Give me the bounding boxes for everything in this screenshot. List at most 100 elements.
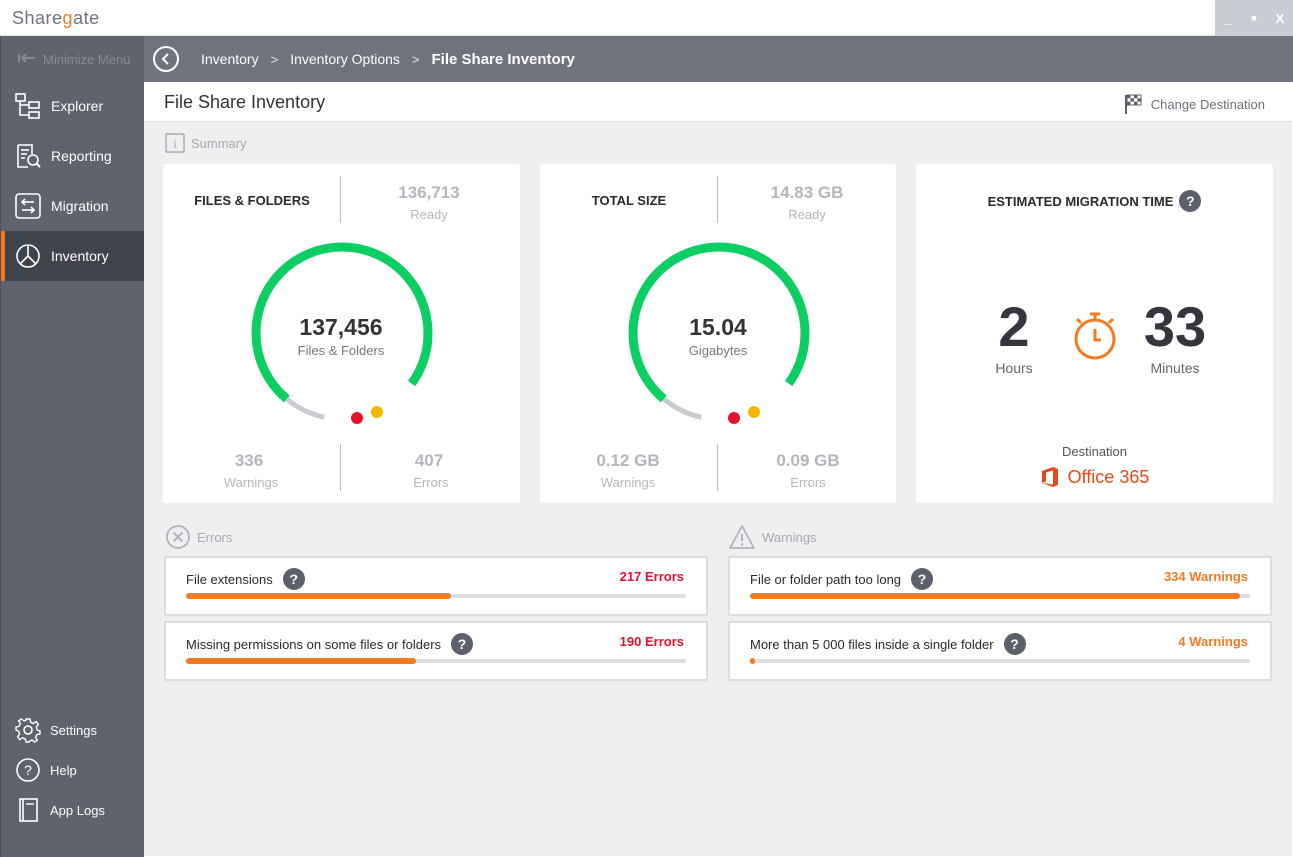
divider [717, 444, 718, 491]
sidebar: Minimize Menu Explorer Reporting Migrati… [0, 36, 145, 857]
files-errors-value: 407 [414, 451, 444, 470]
sidebar-item-label: Reporting [51, 148, 112, 164]
sidebar-item-reporting[interactable]: Reporting [1, 131, 145, 181]
breadcrumb-separator: > [411, 51, 420, 67]
close-window-button[interactable]: X [1275, 10, 1285, 26]
files-warnings-value: 336 [234, 451, 264, 470]
issue-progress-track [750, 593, 1250, 599]
issue-name-text: More than 5 000 files inside a single fo… [750, 636, 994, 652]
hours-label: Hours [995, 360, 1033, 376]
issue-progress-track [750, 658, 1250, 664]
help-icon[interactable]: ? [1003, 633, 1026, 655]
minimize-window-button[interactable]: _ [1224, 10, 1232, 26]
files-gauge-ready-arc [251, 242, 433, 424]
change-destination-button[interactable]: Change Destination [1123, 93, 1265, 115]
sidebar-item-label: Explorer [51, 98, 104, 114]
help-circle-icon: ? [14, 756, 42, 784]
sidebar-item-explorer[interactable]: Explorer [1, 81, 145, 131]
issue-progress-fill [750, 593, 1240, 599]
summary-label: Summary [191, 135, 247, 151]
sidebar-item-inventory[interactable]: Inventory [1, 231, 145, 281]
help-icon[interactable]: ? [451, 633, 474, 655]
issue-name-text: File extensions [186, 571, 273, 587]
issue-progress-fill [186, 658, 416, 664]
issue-name: File or folder path too long? [750, 568, 934, 590]
destination-name: Office 365 [1067, 466, 1150, 487]
sidebar-item-label: Help [50, 762, 77, 778]
back-button[interactable] [153, 46, 179, 72]
files-card-title: FILES & FOLDERS [194, 193, 310, 208]
page-title: File Share Inventory [164, 92, 326, 112]
chevron-left-icon [161, 53, 169, 65]
info-icon: i [165, 133, 185, 153]
gear-icon [14, 716, 42, 744]
help-icon[interactable]: ? [1179, 190, 1202, 212]
sidebar-item-migration[interactable]: Migration [1, 181, 145, 231]
files-gauge [251, 242, 433, 424]
total-size-card: TOTAL SIZE 14.83 GB Ready 15.04 Gigabyte… [540, 164, 896, 503]
issue-progress-track [186, 593, 686, 599]
issue-count: 190 Errors [619, 634, 684, 649]
files-errors-label: Errors [413, 475, 449, 490]
explorer-tree-icon [13, 91, 43, 121]
error-item-missing-permissions[interactable]: Missing permissions on some files or fol… [164, 621, 708, 681]
size-warnings-value: 0.12 GB [596, 451, 660, 470]
sidebar-item-settings[interactable]: Settings [1, 712, 145, 748]
size-gauge-error-dot [728, 412, 740, 424]
destination-value: Office 365 [916, 466, 1273, 488]
size-ready-label: Ready [788, 207, 826, 222]
sidebar-item-app-logs[interactable]: App Logs [1, 792, 145, 828]
warnings-section-label: Warnings [728, 524, 816, 550]
size-card-title: TOTAL SIZE [591, 193, 667, 208]
maximize-window-button[interactable]: ■ [1251, 13, 1257, 23]
checkered-flag-icon [1124, 94, 1142, 114]
minutes-value: 33 [1143, 295, 1207, 358]
migration-time-card: ESTIMATED MIGRATION TIME ? 2 Hours 33 Mi… [916, 164, 1273, 503]
divider [717, 176, 718, 223]
files-ready-value: 136,713 [398, 183, 460, 202]
error-item-file-extensions[interactable]: File extensions? 217 Errors [164, 556, 708, 616]
breadcrumb: Inventory > Inventory Options > File Sha… [144, 36, 1293, 82]
issue-progress-track [186, 658, 686, 664]
help-icon[interactable]: ? [911, 568, 934, 590]
warnings-label: Warnings [762, 529, 817, 545]
stopwatch-icon [1074, 312, 1116, 360]
collapse-arrow-icon [17, 52, 37, 67]
error-x-icon [166, 525, 190, 549]
minimize-menu-button[interactable]: Minimize Menu [17, 52, 130, 67]
size-total-label: Gigabytes [688, 343, 748, 358]
issue-count: 4 Warnings [1178, 634, 1248, 649]
files-warnings-label: Warnings [223, 475, 279, 490]
warning-item-too-many-files[interactable]: More than 5 000 files inside a single fo… [728, 621, 1272, 681]
errors-section-label: Errors [165, 524, 232, 550]
sidebar-item-label: Migration [51, 198, 109, 214]
migration-arrows-icon [13, 191, 43, 221]
files-gauge-warning-dot [371, 406, 383, 418]
files-folders-card: FILES & FOLDERS 136,713 Ready 137,456 Fi… [163, 164, 520, 503]
sidebar-item-label: Settings [50, 722, 97, 738]
issue-progress-fill [186, 593, 451, 599]
warning-item-path-too-long[interactable]: File or folder path too long? 334 Warnin… [728, 556, 1272, 616]
summary-section-label: i Summary [165, 133, 247, 153]
sidebar-item-help[interactable]: ? Help [1, 752, 145, 788]
size-errors-value: 0.09 GB [776, 451, 840, 470]
divider [340, 176, 341, 223]
page-header: File Share Inventory Change Destination [144, 82, 1292, 122]
help-icon[interactable]: ? [282, 568, 305, 590]
breadcrumb-inventory-options[interactable]: Inventory Options [290, 51, 400, 67]
errors-label: Errors [197, 529, 233, 545]
report-search-icon [13, 141, 43, 171]
size-total-value: 15.04 [689, 314, 747, 340]
breadcrumb-inventory[interactable]: Inventory [201, 51, 259, 67]
issue-name: More than 5 000 files inside a single fo… [750, 633, 1026, 655]
size-errors-label: Errors [790, 475, 826, 490]
issue-count: 217 Errors [619, 569, 684, 584]
issue-name-text: Missing permissions on some files or fol… [186, 636, 442, 652]
issue-name-text: File or folder path too long [750, 571, 902, 587]
change-destination-label: Change Destination [1150, 96, 1265, 112]
window-controls: _ ■ X [1215, 0, 1293, 36]
warning-triangle-icon [729, 525, 755, 549]
sidebar-item-label: Inventory [51, 248, 109, 264]
title-bar: Sharegate _ ■ X [0, 0, 1293, 36]
issue-count: 334 Warnings [1163, 569, 1248, 584]
